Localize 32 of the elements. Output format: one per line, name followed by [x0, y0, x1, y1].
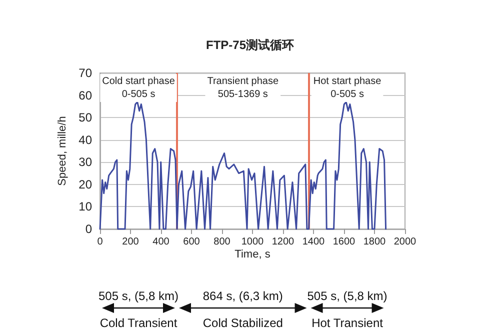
text: Cold Stabilized [202, 316, 283, 330]
y-axis-title: Speed, mille/h [56, 116, 68, 186]
x-tick-label: 1200 [272, 236, 295, 248]
x-axis-title: Time, s [234, 248, 271, 260]
x-tick-label: 800 [214, 236, 231, 248]
y-tick-label: 0 [85, 222, 92, 236]
x-tick-label: 1000 [241, 236, 264, 248]
y-tick-label: 10 [78, 200, 92, 214]
y-tick-label: 40 [78, 132, 92, 147]
chart-title: FTP-75测试循环 [206, 38, 294, 52]
text: Hot Transient [312, 316, 384, 330]
text: 505 s, (5,8 km) [98, 289, 179, 303]
y-tick-label: 50 [78, 110, 92, 125]
x-tick-label: 600 [183, 236, 200, 248]
text: Cold Transient [100, 316, 178, 330]
y-tick-label: 30 [78, 155, 92, 170]
y-tick-label: 60 [78, 88, 92, 102]
text: 864 s, (6,3 km) [202, 289, 283, 303]
annotation: Cold start phase 0-505 s [102, 76, 176, 100]
annotation: Hot start phase 0-505 s [313, 76, 382, 100]
annotation: Transient phase 505-1369 s [207, 76, 279, 100]
y-tick-label: 70 [78, 66, 92, 80]
x-tick-label: 2000 [394, 236, 417, 248]
x-tick-label: 0 [97, 236, 104, 248]
x-tick-label: 400 [152, 236, 170, 248]
x-tick-label: 1400 [302, 236, 326, 248]
x-tick-label: 1600 [332, 236, 356, 248]
x-tick-label: 1800 [363, 236, 386, 248]
x-tick-label: 200 [122, 236, 140, 248]
text: 505 s, (5,8 km) [307, 289, 388, 303]
line-series [99, 101, 387, 230]
y-tick-label: 20 [78, 177, 92, 192]
